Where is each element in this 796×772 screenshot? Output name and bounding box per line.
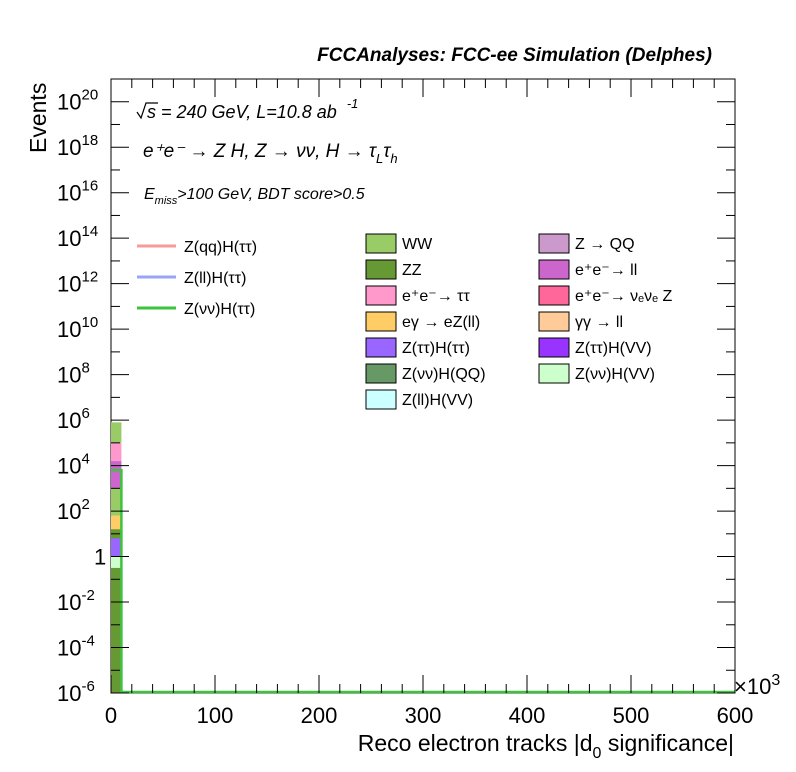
background-legend-label: eγ → eZ(ll) bbox=[402, 314, 480, 331]
x-tick-label: 400 bbox=[509, 703, 546, 728]
y-tick-label: 1012 bbox=[57, 269, 98, 297]
background-legend-swatch bbox=[538, 311, 570, 332]
x-axis-multiplier: ×103 bbox=[734, 672, 780, 699]
background-legend-label: e⁺e⁻→ νₑνₑ Z bbox=[575, 288, 672, 305]
y-tick-label: 1014 bbox=[57, 223, 98, 251]
background-legend-swatch bbox=[365, 389, 397, 410]
y-tick-label: 108 bbox=[57, 360, 90, 388]
y-axis-label: Events bbox=[25, 83, 51, 153]
background-legend-label: Z(νν)H(VV) bbox=[575, 366, 655, 383]
x-tick-labels: 0 100 200 300 400 500 600 bbox=[105, 703, 753, 728]
y-tick-label: 1018 bbox=[57, 132, 98, 160]
background-legend-swatch bbox=[538, 285, 570, 306]
x-tick-label: 200 bbox=[301, 703, 338, 728]
y-tick-label: 104 bbox=[57, 451, 90, 479]
background-legend-label: Z(ττ)H(ττ) bbox=[402, 340, 470, 357]
x-tick-label: 500 bbox=[613, 703, 650, 728]
signal-legend-label: Z(νν)H(ττ) bbox=[184, 301, 255, 318]
background-legend-swatch bbox=[365, 285, 397, 306]
stack-segment-7 bbox=[111, 422, 122, 443]
y-tick-label: 1016 bbox=[57, 178, 98, 206]
background-legend-label: Z(ττ)H(VV) bbox=[575, 340, 652, 357]
background-legend-swatch bbox=[538, 363, 570, 384]
plot-frame bbox=[110, 78, 736, 694]
stack-bars bbox=[111, 422, 735, 694]
stack-segment-6 bbox=[111, 442, 122, 462]
signal-legend-label: Z(ll)H(ττ) bbox=[184, 270, 246, 287]
background-legend-label: Z(ll)H(VV) bbox=[402, 392, 473, 409]
y-tick-label: 102 bbox=[57, 496, 90, 524]
y-tick-label: 1010 bbox=[57, 314, 98, 342]
x-tick-label: 300 bbox=[405, 703, 442, 728]
process-annotation: e⁺e⁻ → Z H, Z → νν, H → τLτh bbox=[143, 141, 398, 166]
background-legend-swatch bbox=[538, 259, 570, 280]
stack-segment-4 bbox=[111, 488, 122, 516]
background-legend-swatch bbox=[538, 337, 570, 358]
signal-legend-label: Z(qq)H(ττ) bbox=[184, 239, 257, 256]
stack-segment-0 bbox=[111, 522, 122, 693]
background-legend-swatch bbox=[365, 337, 397, 358]
x-tick-label: 600 bbox=[717, 703, 754, 728]
svg-text:s = 240 GeV, L=10.8 ab-1: s = 240 GeV, L=10.8 ab -1 bbox=[147, 96, 358, 122]
y-tick-label: 1020 bbox=[57, 87, 98, 115]
y-tick-label: 106 bbox=[57, 405, 90, 433]
background-legend-swatch bbox=[365, 233, 397, 254]
background-legend-label: e⁺e⁻→ ττ bbox=[402, 288, 470, 305]
chart-title: FCCAnalyses: FCC-ee Simulation (Delphes) bbox=[317, 45, 712, 66]
y-tick-label: 10-4 bbox=[57, 633, 95, 661]
background-legend-label: Z → QQ bbox=[575, 236, 635, 253]
y-tick-label: 10-6 bbox=[57, 678, 95, 706]
background-legend-label: Z(νν)H(QQ) bbox=[402, 366, 486, 383]
y-tick-label: 1 bbox=[94, 545, 106, 570]
selection-annotation: Emiss>100 GeV, BDT score>0.5 bbox=[144, 186, 365, 207]
axis-ticks bbox=[110, 78, 736, 694]
background-legend-swatch bbox=[365, 259, 397, 280]
background-legend: WW ZZ e⁺e⁻→ ττ eγ → eZ(ll) Z(ττ)H(ττ) Z(νν)H(… bbox=[365, 233, 672, 410]
background-legend-label: e⁺e⁻→ ll bbox=[575, 262, 637, 279]
background-legend-label: γγ → ll bbox=[575, 314, 623, 331]
background-legend-swatch bbox=[365, 363, 397, 384]
signal-legend: Z(qq)H(ττ) Z(ll)H(ττ) Z(νν)H(ττ) bbox=[137, 239, 257, 318]
x-tick-label: 0 bbox=[105, 703, 117, 728]
background-legend-label: ZZ bbox=[402, 262, 422, 279]
x-axis-label: Reco electron tracks |d0 significance| bbox=[358, 730, 734, 762]
y-tick-label: 10-2 bbox=[57, 587, 95, 615]
background-legend-label: WW bbox=[402, 236, 433, 253]
stack-segment-2 bbox=[111, 538, 122, 557]
sqrt-s-annotation: s = 240 GeV, L=10.8 ab -1 bbox=[136, 96, 358, 122]
background-legend-swatch bbox=[538, 233, 570, 254]
stack-segment-1 bbox=[111, 556, 122, 568]
signal-line-znunu-htautau bbox=[111, 468, 735, 694]
stack-segment-5 bbox=[111, 461, 122, 489]
x-tick-label: 100 bbox=[197, 703, 234, 728]
background-legend-swatch bbox=[365, 311, 397, 332]
stack-segment-3 bbox=[111, 515, 122, 530]
